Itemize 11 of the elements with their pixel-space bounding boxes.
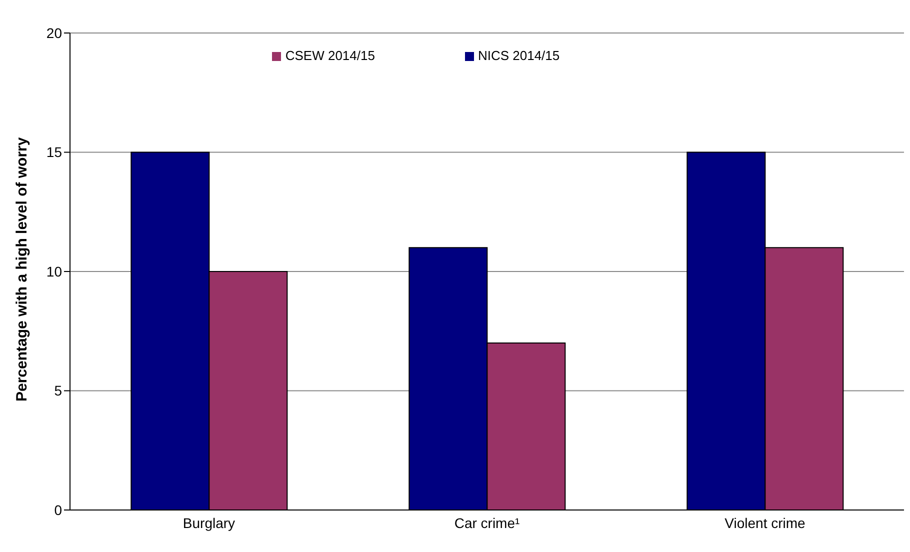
y-tick-label: 20 [46, 24, 62, 41]
y-tick-label: 15 [46, 144, 62, 160]
x-tick-label: Violent crime [724, 514, 806, 531]
x-tick-label: Car crime¹ [454, 514, 520, 531]
y-tick-label: 10 [46, 263, 62, 280]
y-tick-label: 5 [54, 382, 62, 399]
legend-label: NICS 2014/15 [478, 48, 560, 63]
y-axis-title: Percentage with a high level of worry [13, 136, 30, 402]
y-tick-label: 0 [54, 502, 62, 518]
legend-label: CSEW 2014/15 [285, 48, 375, 63]
x-tick-label: Burglary [182, 514, 236, 531]
